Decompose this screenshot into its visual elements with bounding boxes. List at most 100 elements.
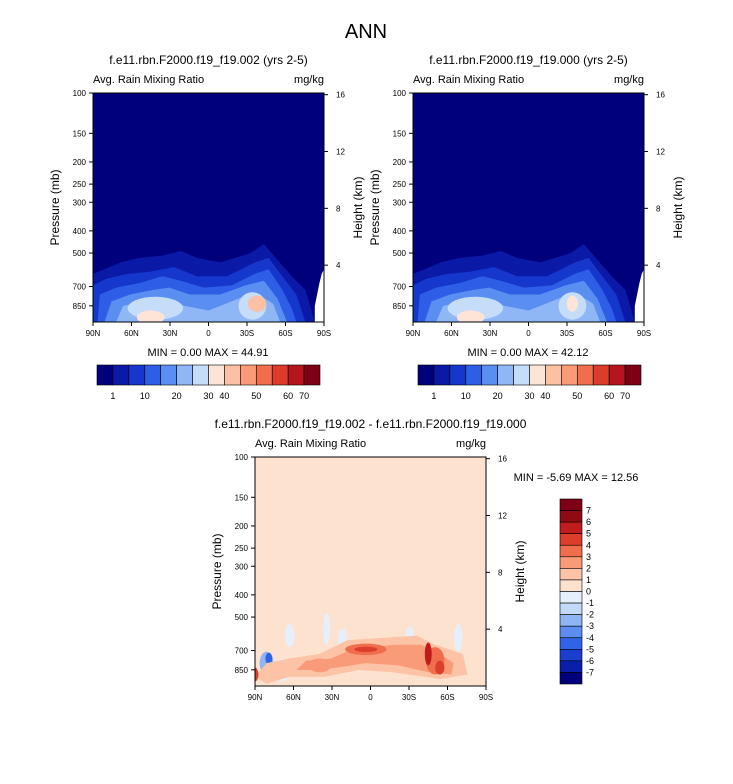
colorbar-label: 10	[140, 391, 150, 401]
colorbar-label: 70	[620, 391, 630, 401]
negative-patch-5	[454, 624, 463, 652]
y-tick-label: 700	[393, 283, 407, 292]
x-tick-label: 30N	[163, 329, 178, 338]
x-tick-label: 60S	[278, 329, 292, 338]
colorbar-box	[433, 364, 451, 386]
y2-tick-label: 4	[656, 261, 661, 270]
colorbar-box	[559, 625, 583, 639]
y-tick-label: 100	[235, 453, 249, 462]
field-level-7	[136, 310, 165, 322]
colorbar-label: 20	[493, 391, 503, 401]
x-tick-label: 60S	[440, 693, 454, 702]
colorbar-box	[497, 364, 514, 386]
y2-tick-label: 12	[656, 148, 665, 157]
colorbar-box	[287, 364, 305, 386]
y-tick-label: 500	[393, 249, 407, 258]
colorbar-box	[208, 364, 225, 386]
y2-tick-label: 4	[336, 261, 341, 270]
y-tick-label: 700	[73, 283, 87, 292]
y-tick-label: 400	[235, 591, 249, 600]
positive-level-5b	[435, 660, 445, 675]
colorbar-2: 1 10 20 30 40 50 60 70	[417, 364, 642, 401]
colorbar-1: 1 10 20 30 40 50 60 70	[96, 364, 321, 401]
y2-tick-label: 12	[336, 148, 345, 157]
colorbar-box	[624, 364, 642, 386]
colorbar-box	[592, 364, 610, 386]
colorbar-box	[559, 602, 583, 615]
colorbar-3: 76 54 32 1 0-1 -2-3 -4-5 -6-7	[559, 498, 594, 685]
chart-panel-2: f.e11.rbn.F2000.f19_f19.000 (yrs 2-5) Avg…	[368, 53, 685, 338]
colorbar-box	[255, 364, 273, 386]
positive-level-3c	[308, 658, 332, 673]
chart-1-min-max: MIN = 0.00 MAX = 44.91	[147, 347, 268, 359]
chart-3-min-max: MIN = -5.69 MAX = 12.56	[514, 472, 639, 484]
chart-title: f.e11.rbn.F2000.f19_f19.000 (yrs 2-5)	[429, 53, 628, 67]
colorbar-box	[481, 364, 498, 386]
colorbar-label: 5	[586, 529, 591, 539]
chart-title: f.e11.rbn.F2000.f19_f19.002 (yrs 2-5)	[109, 53, 308, 67]
positive-level-5	[424, 642, 432, 666]
colorbar-box	[608, 364, 626, 386]
colorbar-box	[559, 498, 583, 511]
x-tick-label: 0	[368, 693, 373, 702]
x-tick-label: 60N	[444, 329, 459, 338]
negative-core-2	[265, 652, 273, 665]
colorbar-box	[559, 649, 583, 662]
colorbar-label: 40	[219, 391, 229, 401]
x-tick-label: 90N	[86, 329, 101, 338]
y2-tick-label: 16	[656, 91, 665, 100]
colorbar-box	[529, 364, 546, 386]
x-tick-label: 0	[206, 329, 211, 338]
x-tick-label: 0	[526, 329, 531, 338]
y-tick-label: 200	[393, 158, 407, 167]
x-tick-label: 30S	[560, 329, 574, 338]
y-axis-label: Pressure (mb)	[368, 169, 382, 245]
x-tick-label: 90N	[406, 329, 421, 338]
x-tick-label: 90S	[637, 329, 651, 338]
x-tick-label: 30N	[325, 693, 340, 702]
y2-tick-label: 12	[498, 512, 507, 521]
colorbar-label: 6	[586, 517, 591, 527]
y2-tick-label: 8	[656, 204, 661, 213]
colorbar-box	[559, 544, 583, 558]
x-tick-label: 30S	[240, 329, 254, 338]
field-level-8	[566, 295, 579, 312]
y-tick-label: 850	[73, 302, 87, 311]
field-level-8	[247, 295, 267, 312]
colorbar-box	[559, 521, 583, 534]
colorbar-label: 2	[586, 563, 591, 573]
plot-field	[93, 93, 324, 322]
chart-units-label: mg/kg	[614, 74, 644, 86]
colorbar-box	[559, 591, 583, 604]
y-tick-label: 150	[73, 129, 87, 138]
y-tick-label: 250	[73, 180, 87, 189]
positive-level-2	[296, 644, 454, 675]
colorbar-box	[559, 637, 583, 650]
x-tick-label: 90S	[479, 693, 493, 702]
colorbar-label: 1	[110, 391, 115, 401]
y-tick-label: 150	[235, 493, 249, 502]
chart-left-label: Avg. Rain Mixing Ratio	[413, 74, 524, 86]
y-tick-label: 150	[393, 129, 407, 138]
colorbar-box	[561, 364, 578, 386]
x-tick-label: 90S	[317, 329, 331, 338]
y-axis-label: Pressure (mb)	[210, 533, 224, 609]
terrain-mask	[314, 269, 324, 322]
x-tick-label: 90N	[248, 693, 263, 702]
colorbar-box	[559, 568, 583, 581]
plot-field	[413, 93, 644, 322]
chart-left-label: Avg. Rain Mixing Ratio	[93, 74, 204, 86]
colorbar-label: -3	[586, 621, 594, 631]
colorbar-box	[303, 364, 321, 386]
y-tick-label: 850	[235, 666, 249, 675]
chart-panel-1: f.e11.rbn.F2000.f19_f19.002 (yrs 2-5) Avg…	[48, 53, 365, 338]
y2-tick-label: 8	[498, 568, 503, 577]
colorbar-label: 30	[524, 391, 534, 401]
y-tick-label: 100	[393, 89, 407, 98]
colorbar-box	[112, 364, 130, 386]
chart-units-label: mg/kg	[294, 74, 324, 86]
y2-axis-label: Height (km)	[513, 540, 527, 602]
y-tick-label: 400	[393, 227, 407, 236]
y-tick-label: 400	[73, 227, 87, 236]
colorbar-box	[176, 364, 193, 386]
